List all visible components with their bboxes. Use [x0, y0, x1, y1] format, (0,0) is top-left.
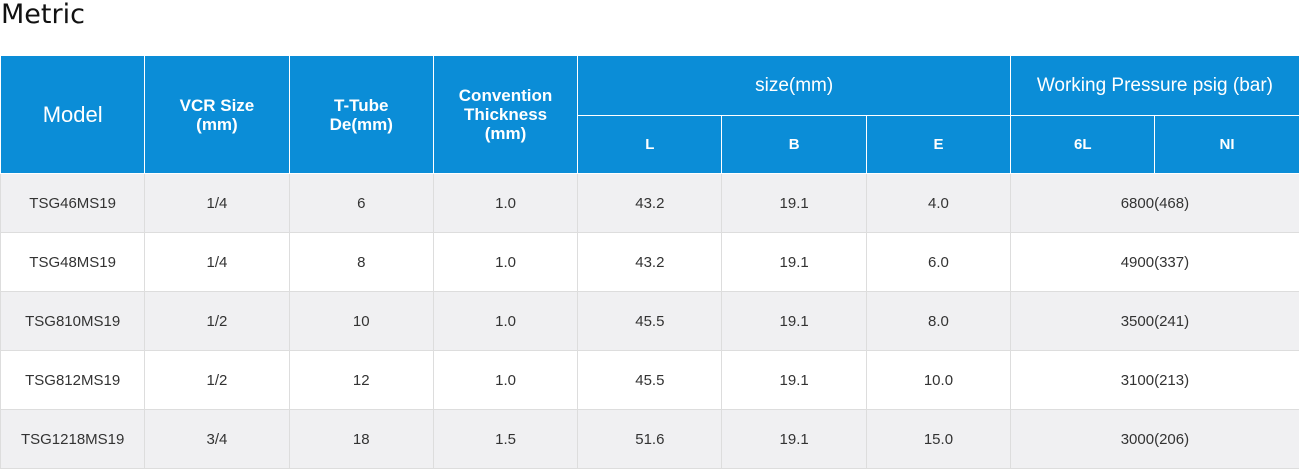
column-header: NI: [1154, 115, 1299, 174]
table-cell: 1/4: [144, 173, 290, 233]
table-cell: TSG812MS19: [0, 350, 146, 410]
table-cell: TSG1218MS19: [0, 409, 146, 469]
column-header: Convention Thickness (mm): [432, 55, 579, 174]
table-cell: 3000(206): [1010, 409, 1299, 469]
table-row: TSG48MS19 1/4 8 1.0 43.2 19.1 6.0 4900(337): [0, 232, 1299, 292]
table-cell: 43.2: [577, 173, 723, 233]
table-cell: 43.2: [577, 232, 723, 292]
table-cell: 1/2: [144, 291, 290, 351]
table-cell: 10: [288, 291, 434, 351]
table-cell: 8: [288, 232, 434, 292]
table-cell: 19.1: [721, 232, 867, 292]
table-cell: 1.0: [432, 350, 579, 410]
table-cell: 1.0: [432, 173, 579, 233]
table-cell: TSG48MS19: [0, 232, 146, 292]
table-cell: 45.5: [577, 350, 723, 410]
table-cell: 6.0: [865, 232, 1012, 292]
table-cell: TSG46MS19: [0, 173, 146, 233]
spec-table: Model VCR Size (mm) T-Tube De(mm) Conventio…: [0, 55, 1299, 469]
table-cell: 1.0: [432, 291, 579, 351]
table-cell: 12: [288, 350, 434, 410]
table-cell: 3100(213): [1010, 350, 1299, 410]
table-cell: 1/4: [144, 232, 290, 292]
table-cell: 8.0: [865, 291, 1012, 351]
table-cell: TSG810MS19: [0, 291, 146, 351]
table-cell: 19.1: [721, 409, 867, 469]
table-cell: 1.5: [432, 409, 579, 469]
column-header: VCR Size (mm): [144, 55, 290, 174]
table-row: TSG46MS19 1/4 6 1.0 43.2 19.1 4.0 6800(468): [0, 173, 1299, 233]
table-cell: 45.5: [577, 291, 723, 351]
column-header: B: [721, 115, 867, 174]
table-row: TSG810MS19 1/2 10 1.0 45.5 19.1 8.0 3500(241): [0, 291, 1299, 351]
column-header: Model: [0, 55, 146, 174]
table-cell: 6800(468): [1010, 173, 1299, 233]
column-header: E: [865, 115, 1012, 174]
header-row: Model VCR Size (mm) T-Tube De(mm) Conventio…: [0, 55, 1299, 174]
column-header: T-Tube De(mm): [288, 55, 434, 174]
table-cell: 15.0: [865, 409, 1012, 469]
group-header: Working Pressure psig (bar): [1010, 55, 1299, 116]
column-header: 6L: [1010, 115, 1156, 174]
subheader-row: L B E 6L NI: [1, 115, 1299, 174]
table-row: TSG1218MS19 3/4 18 1.5 51.6 19.1 15.0 3000(206): [0, 409, 1299, 469]
table-cell: 3500(241): [1010, 291, 1299, 351]
table-cell: 10.0: [865, 350, 1012, 410]
page-title: Metric: [1, 0, 85, 30]
table-cell: 4.0: [865, 173, 1012, 233]
table-cell: 18: [288, 409, 434, 469]
table-cell: 19.1: [721, 173, 867, 233]
table-cell: 4900(337): [1010, 232, 1299, 292]
column-header: L: [577, 115, 723, 174]
group-header: size(mm): [577, 55, 1012, 116]
table-cell: 51.6: [577, 409, 723, 469]
table-cell: 19.1: [721, 350, 867, 410]
table-cell: 6: [288, 173, 434, 233]
table-row: TSG812MS19 1/2 12 1.0 45.5 19.1 10.0 3100(213): [0, 350, 1299, 410]
table-cell: 3/4: [144, 409, 290, 469]
table-cell: 1/2: [144, 350, 290, 410]
table-cell: 1.0: [432, 232, 579, 292]
table-cell: 19.1: [721, 291, 867, 351]
